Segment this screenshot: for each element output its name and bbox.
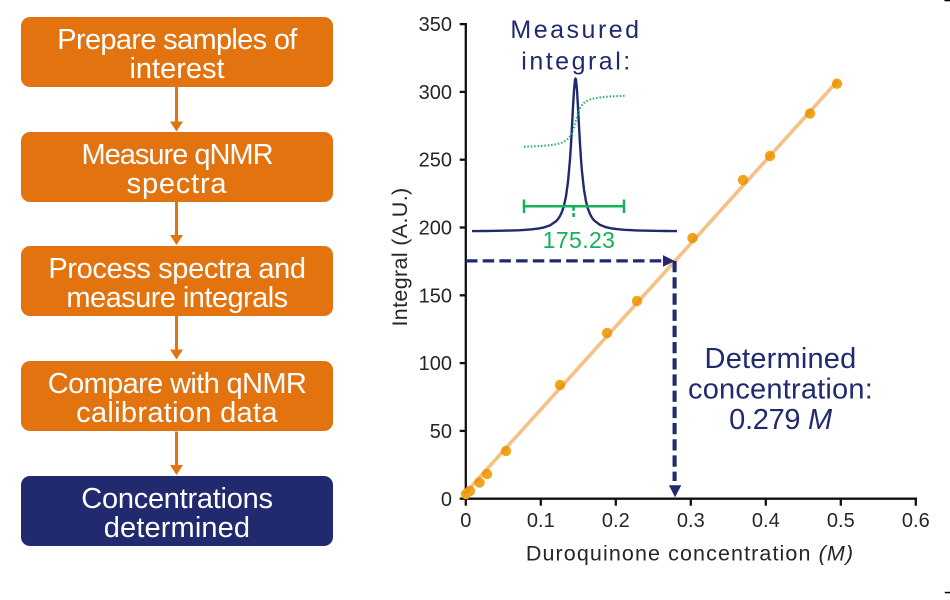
- svg-text:300: 300: [419, 82, 452, 104]
- svg-text:0.279 M: 0.279 M: [729, 404, 833, 436]
- svg-text:0: 0: [441, 489, 452, 511]
- svg-text:Determined: Determined: [705, 343, 857, 375]
- svg-text:Measured: Measured: [510, 16, 641, 44]
- svg-text:50: 50: [430, 421, 452, 443]
- svg-text:0.3: 0.3: [677, 510, 705, 532]
- svg-text:0.6: 0.6: [902, 510, 930, 532]
- svg-text:350: 350: [419, 14, 452, 36]
- svg-text:concentration:: concentration:: [688, 374, 873, 406]
- svg-text:0.1: 0.1: [527, 510, 555, 532]
- svg-text:150: 150: [419, 285, 452, 307]
- svg-text:Duroquinone concentration (M): Duroquinone concentration (M): [526, 542, 854, 566]
- svg-text:0.4: 0.4: [752, 510, 780, 532]
- svg-text:0: 0: [460, 510, 471, 532]
- svg-text:100: 100: [419, 353, 452, 375]
- svg-text:integral:: integral:: [521, 47, 632, 75]
- svg-text:250: 250: [419, 150, 452, 172]
- svg-text:175.23: 175.23: [543, 227, 616, 253]
- svg-text:Integral (A.U.): Integral (A.U.): [388, 187, 412, 326]
- svg-text:0.5: 0.5: [827, 510, 855, 532]
- svg-text:200: 200: [419, 218, 452, 240]
- svg-text:0.2: 0.2: [602, 510, 630, 532]
